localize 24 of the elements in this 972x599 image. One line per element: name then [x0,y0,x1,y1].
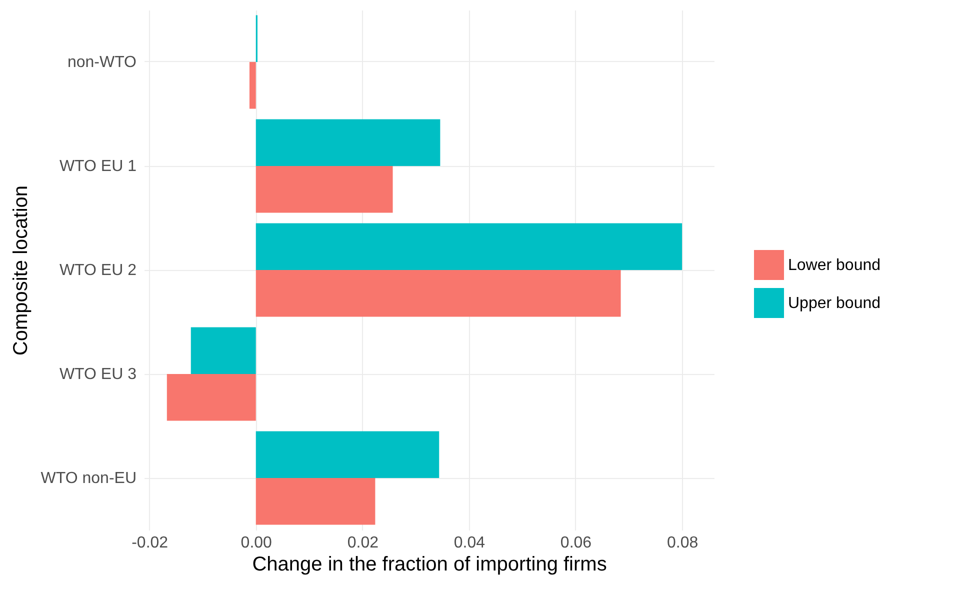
y-tick-label: non-WTO [67,54,136,71]
x-tick-label: 0.06 [560,534,592,552]
y-tick-label: WTO non-EU [40,470,136,487]
y-axis-title: Composite location [10,185,32,356]
bar [256,431,440,478]
bar [256,270,621,317]
x-axis-title: Change in the fraction of importing firms [252,554,607,576]
y-tick-label: WTO EU 2 [59,262,137,279]
bar [256,166,393,213]
x-tick-label: -0.02 [132,534,168,552]
bar [249,62,256,109]
legend-label: Upper bound [788,295,881,312]
bar [190,327,256,374]
legend-label: Lower bound [788,257,881,274]
bar [166,374,256,421]
x-tick-label: 0.08 [666,534,698,552]
x-tick-label: 0.00 [240,534,272,552]
y-tick-label: WTO EU 3 [59,366,137,383]
x-tick-label: 0.04 [454,534,486,552]
y-tick-label: WTO EU 1 [59,158,137,175]
bar [256,223,682,270]
x-tick-label: 0.02 [347,534,379,552]
bar [256,119,440,166]
bar [256,478,376,525]
